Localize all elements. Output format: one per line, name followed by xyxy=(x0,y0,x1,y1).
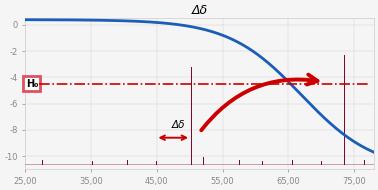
Text: H₀: H₀ xyxy=(26,79,38,89)
Text: Δδ: Δδ xyxy=(172,120,185,131)
Title: Δδ: Δδ xyxy=(192,4,208,17)
